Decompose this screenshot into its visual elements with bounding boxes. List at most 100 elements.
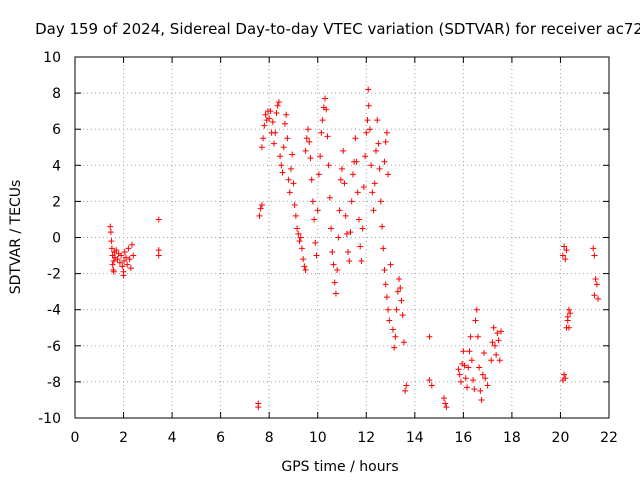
data-point bbox=[374, 117, 381, 124]
data-point bbox=[278, 162, 285, 169]
data-point bbox=[385, 171, 392, 178]
data-point bbox=[357, 243, 364, 250]
data-point bbox=[383, 294, 390, 301]
x-tick-label: 18 bbox=[503, 430, 521, 446]
data-point bbox=[495, 337, 502, 344]
data-point bbox=[267, 108, 274, 115]
data-point bbox=[110, 268, 117, 275]
data-point bbox=[277, 153, 284, 160]
data-point bbox=[564, 317, 571, 324]
data-point bbox=[317, 153, 324, 160]
data-point bbox=[260, 135, 267, 142]
data-point bbox=[308, 176, 315, 183]
data-point bbox=[155, 252, 162, 259]
y-tick-label: 6 bbox=[52, 122, 61, 138]
data-point bbox=[482, 375, 489, 382]
data-point bbox=[108, 245, 115, 252]
data-point bbox=[155, 216, 162, 223]
x-tick-label: 12 bbox=[357, 430, 375, 446]
data-point bbox=[324, 133, 331, 140]
data-point bbox=[562, 375, 569, 382]
data-point bbox=[426, 333, 433, 340]
data-point bbox=[339, 165, 345, 172]
data-point bbox=[370, 207, 377, 214]
data-point bbox=[364, 117, 371, 124]
data-point bbox=[341, 180, 348, 187]
data-point bbox=[335, 234, 342, 241]
data-point bbox=[121, 257, 128, 264]
data-point bbox=[377, 198, 384, 205]
x-tick-label: 0 bbox=[71, 430, 80, 446]
data-point bbox=[325, 162, 332, 169]
data-point bbox=[120, 272, 127, 279]
data-point bbox=[595, 295, 602, 302]
data-point bbox=[400, 339, 407, 346]
data-point bbox=[328, 225, 335, 232]
data-point bbox=[119, 263, 126, 270]
y-tick-label: -6 bbox=[47, 339, 61, 355]
data-point bbox=[393, 306, 400, 313]
data-point bbox=[272, 129, 279, 136]
x-axis-title: GPS time / hours bbox=[281, 459, 398, 475]
data-point bbox=[273, 109, 280, 116]
data-point bbox=[381, 266, 388, 273]
data-point bbox=[385, 306, 392, 313]
data-point bbox=[380, 245, 387, 252]
data-point bbox=[109, 261, 116, 268]
x-tick-label: 6 bbox=[216, 430, 225, 446]
data-point bbox=[477, 387, 484, 394]
data-point bbox=[255, 404, 262, 411]
data-point bbox=[107, 229, 114, 236]
data-point bbox=[396, 276, 403, 283]
data-point bbox=[472, 317, 479, 324]
data-series-sdtvar bbox=[107, 86, 602, 411]
data-point bbox=[346, 257, 353, 264]
data-point bbox=[271, 140, 278, 147]
data-point bbox=[275, 99, 282, 106]
data-point bbox=[375, 140, 382, 147]
data-point bbox=[289, 151, 296, 158]
data-point bbox=[300, 256, 307, 263]
data-point bbox=[298, 245, 305, 252]
data-point bbox=[113, 247, 120, 254]
data-point bbox=[464, 384, 471, 391]
data-point bbox=[403, 382, 410, 389]
data-point bbox=[562, 256, 569, 263]
data-point bbox=[455, 366, 462, 373]
data-point bbox=[326, 194, 333, 201]
data-point bbox=[490, 324, 497, 331]
data-point bbox=[561, 371, 568, 378]
data-point bbox=[442, 400, 449, 407]
data-point bbox=[280, 144, 287, 151]
data-point bbox=[563, 247, 570, 254]
data-point bbox=[352, 135, 359, 142]
data-point bbox=[290, 180, 297, 187]
data-point bbox=[488, 357, 495, 364]
data-point bbox=[342, 212, 349, 219]
data-point bbox=[108, 238, 115, 245]
data-point bbox=[296, 238, 303, 245]
data-point bbox=[590, 245, 597, 252]
x-tick-label: 16 bbox=[454, 430, 472, 446]
data-point bbox=[266, 115, 273, 122]
data-point bbox=[130, 252, 137, 259]
x-tick-label: 20 bbox=[552, 430, 570, 446]
data-point bbox=[561, 243, 568, 250]
data-point bbox=[371, 180, 378, 187]
data-point bbox=[129, 241, 136, 248]
data-point bbox=[379, 223, 386, 230]
x-tick-label: 10 bbox=[309, 430, 327, 446]
data-point bbox=[286, 189, 293, 196]
y-tick-label: -2 bbox=[47, 267, 61, 283]
data-point bbox=[462, 375, 469, 382]
data-point bbox=[322, 95, 329, 102]
data-point bbox=[110, 257, 117, 264]
data-point bbox=[258, 144, 265, 151]
x-tick-label: 2 bbox=[119, 430, 128, 446]
y-axis-title: SDTVAR / TECUs bbox=[8, 180, 24, 295]
data-point bbox=[491, 342, 498, 349]
data-point bbox=[358, 257, 365, 264]
data-point bbox=[155, 247, 162, 254]
data-point bbox=[292, 212, 299, 219]
data-point bbox=[496, 357, 503, 364]
